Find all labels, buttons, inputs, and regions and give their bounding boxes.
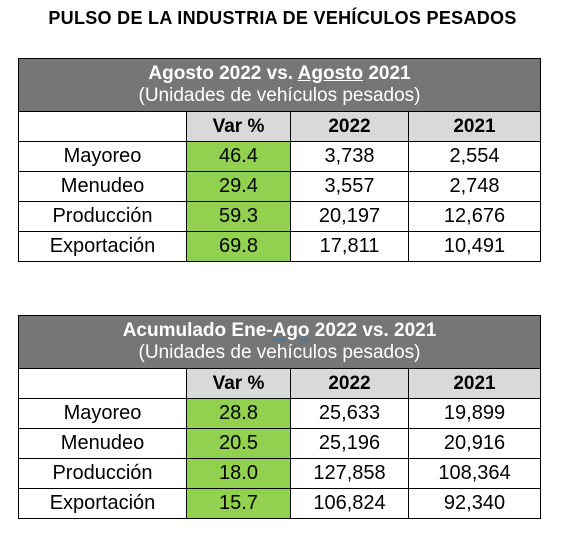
var-cell: 20.5 <box>186 428 291 459</box>
col-header-blank <box>18 368 187 399</box>
page-title: PULSO DE LA INDUSTRIA DE VEHÍCULOS PESAD… <box>48 8 517 28</box>
col-header-2021: 2021 <box>407 111 542 142</box>
var-cell: 29.4 <box>186 171 291 202</box>
title-underlined-word: Agosto <box>297 63 364 84</box>
var-cell: 69.8 <box>186 231 291 262</box>
col-header-2021: 2021 <box>407 368 542 399</box>
value-2022: 3,738 <box>290 141 409 172</box>
var-cell: 59.3 <box>186 201 291 232</box>
row-label: Exportación <box>18 488 187 519</box>
table-header: Acumulado Ene-Ago 2022 vs. 2021 (Unidade… <box>17 315 542 369</box>
value-2021: 10,491 <box>407 231 542 262</box>
table-row: Mayoreo 46.4 3,738 2,554 <box>18 141 542 172</box>
cumulative-table: Acumulado Ene-Ago 2022 vs. 2021 (Unidade… <box>17 315 542 519</box>
table-row: Exportación 15.7 106,824 92,340 <box>18 488 542 519</box>
value-2021: 20,916 <box>407 428 542 459</box>
table-row: Menudeo 29.4 3,557 2,748 <box>18 171 542 202</box>
value-2022: 25,196 <box>290 428 409 459</box>
table-row: Producción 59.3 20,197 12,676 <box>18 201 542 232</box>
table-row: Exportación 69.8 17,811 10,491 <box>18 231 542 262</box>
col-header-2022: 2022 <box>290 111 409 142</box>
value-2022: 127,858 <box>290 458 409 489</box>
row-label: Exportación <box>18 231 187 262</box>
row-label: Menudeo <box>18 171 187 202</box>
value-2022: 17,811 <box>290 231 409 262</box>
row-label: Producción <box>18 201 187 232</box>
value-2021: 108,364 <box>407 458 542 489</box>
value-2022: 20,197 <box>290 201 409 232</box>
row-label: Menudeo <box>18 428 187 459</box>
table-row: Mayoreo 28.8 25,633 19,899 <box>18 398 542 429</box>
table-row: Producción 18.0 127,858 108,364 <box>18 458 542 489</box>
monthly-table: Agosto 2022 vs. Agosto 2021 (Unidades de… <box>17 58 542 262</box>
col-header-2022: 2022 <box>290 368 409 399</box>
table-title: Acumulado Ene-Ago 2022 vs. 2021 <box>122 320 437 341</box>
col-header-blank <box>18 111 187 142</box>
value-2021: 2,554 <box>407 141 542 172</box>
title-spellcheck-word: Ago <box>272 320 310 341</box>
table-title: Agosto 2022 vs. Agosto 2021 <box>148 63 411 84</box>
var-cell: 18.0 <box>186 458 291 489</box>
col-header-var: Var % <box>186 368 291 399</box>
var-cell: 15.7 <box>186 488 291 519</box>
row-label: Mayoreo <box>18 141 187 172</box>
table-row: Menudeo 20.5 25,196 20,916 <box>18 428 542 459</box>
value-2021: 2,748 <box>407 171 542 202</box>
value-2022: 25,633 <box>290 398 409 429</box>
row-label: Mayoreo <box>18 398 187 429</box>
value-2022: 3,557 <box>290 171 409 202</box>
value-2022: 106,824 <box>290 488 409 519</box>
value-2021: 19,899 <box>407 398 542 429</box>
table-subtitle: (Unidades de vehículos pesados) <box>138 85 421 106</box>
table-subtitle: (Unidades de vehículos pesados) <box>138 342 421 363</box>
table-header: Agosto 2022 vs. Agosto 2021 (Unidades de… <box>17 58 542 112</box>
value-2021: 92,340 <box>407 488 542 519</box>
value-2021: 12,676 <box>407 201 542 232</box>
row-label: Producción <box>18 458 187 489</box>
var-cell: 46.4 <box>186 141 291 172</box>
col-header-var: Var % <box>186 111 291 142</box>
var-cell: 28.8 <box>186 398 291 429</box>
